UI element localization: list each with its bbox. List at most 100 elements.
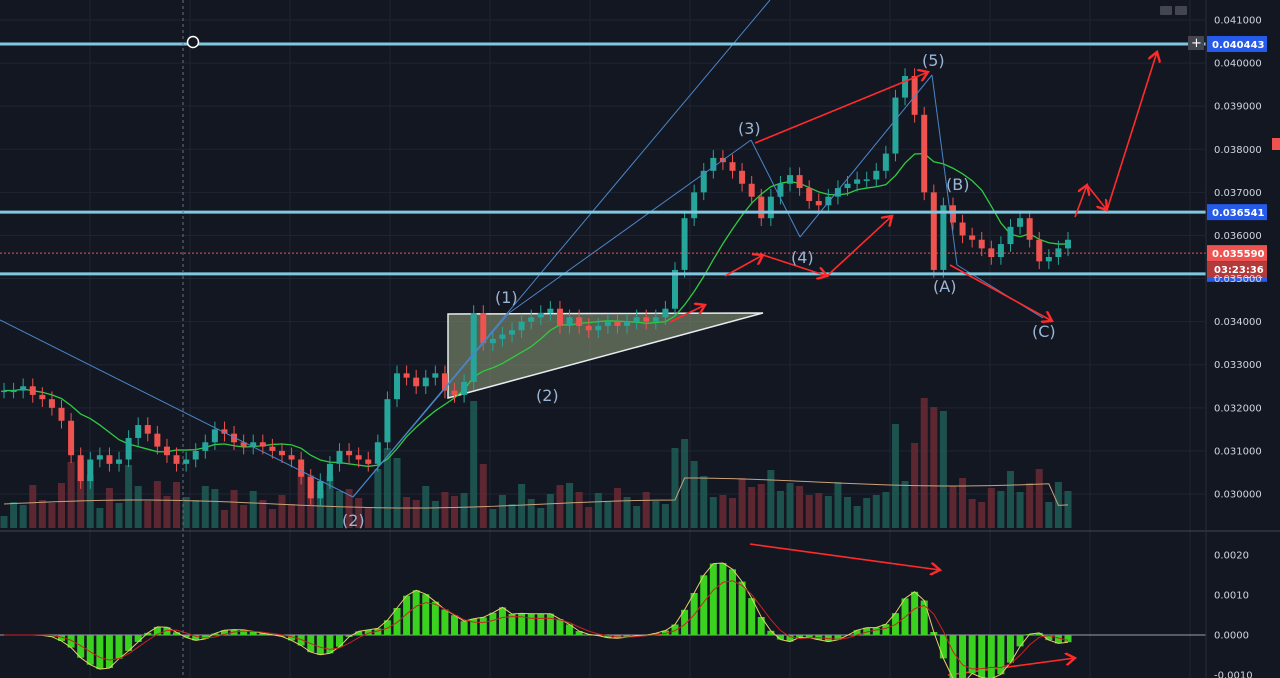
candle-body	[537, 313, 544, 318]
macd-histogram-bar	[1006, 635, 1014, 663]
candle-body	[461, 381, 468, 395]
wave-label: (B)	[946, 175, 969, 194]
candle-body	[192, 450, 199, 460]
macd-histogram-bar	[748, 598, 756, 635]
volume-bar	[920, 398, 928, 528]
volume-bar	[700, 476, 708, 528]
plus-icon: +	[1191, 36, 1202, 51]
macd-signal-line	[4, 580, 1069, 670]
candle-body	[710, 157, 717, 171]
candle-body	[844, 183, 851, 189]
red-arrow	[754, 72, 928, 144]
macd-histogram-bar	[77, 635, 85, 658]
volume-bar	[105, 488, 113, 528]
volume-bar	[719, 495, 727, 528]
macd-histogram-bar	[939, 635, 947, 659]
volume-bar	[508, 504, 516, 528]
macd-histogram-bar	[920, 600, 928, 635]
volume-bar	[891, 424, 899, 528]
macd-histogram-bar	[872, 627, 880, 635]
volume-bar	[987, 488, 995, 528]
volume-bar	[96, 508, 104, 528]
red-arrow	[826, 216, 892, 277]
volume-bar	[259, 500, 267, 528]
macd-histogram-bar	[556, 619, 564, 635]
candle-body	[326, 463, 333, 482]
candle-body	[269, 446, 276, 451]
candle-body	[441, 373, 448, 391]
macd-histogram-bar	[997, 635, 1005, 675]
visibility-icon[interactable]	[1160, 6, 1172, 15]
macd-histogram-bar	[834, 635, 842, 640]
volume-bar	[86, 475, 94, 528]
candle-body	[700, 170, 707, 193]
moving-averages	[4, 152, 1068, 468]
macd-histogram-bar	[949, 635, 957, 678]
candle-body	[384, 399, 391, 443]
macd-histogram-bar	[652, 633, 660, 635]
candle-body	[288, 455, 295, 460]
macd-histogram-bar	[681, 609, 689, 635]
candle-body	[969, 235, 976, 240]
candle-body	[949, 205, 956, 223]
candle-body	[307, 476, 314, 499]
macd-tick-label: 0.0000	[1214, 631, 1249, 642]
volume-bar	[29, 485, 37, 528]
candle-body	[518, 321, 525, 331]
macd-histogram-bar	[930, 632, 938, 635]
volume-bar	[422, 486, 430, 528]
candle-body	[173, 455, 180, 464]
volume-bar	[355, 498, 363, 528]
volume-bar	[882, 492, 890, 528]
candle-body	[566, 317, 573, 326]
volume-bar	[652, 501, 660, 528]
volume-bar	[767, 470, 775, 528]
macd-histogram-bar	[173, 632, 181, 635]
candle-body	[595, 325, 602, 331]
candle-body	[777, 183, 784, 197]
wave-label: (C)	[1032, 322, 1056, 341]
horizontal-levels[interactable]: 0.0404430.0365410.0351090.03559003:23:36…	[0, 36, 1267, 282]
macd-histogram-bar	[278, 635, 286, 637]
volume-bar	[125, 465, 133, 528]
macd-histogram-bar	[623, 635, 631, 638]
volume-bar	[0, 516, 8, 528]
volume-bar	[633, 506, 641, 528]
candle-body	[135, 425, 142, 438]
settings-icon[interactable]	[1175, 6, 1187, 15]
candle-body	[413, 377, 420, 387]
price-tick-label: 0.038000	[1214, 145, 1262, 156]
macd-histogram-bar	[153, 626, 161, 635]
volume-bar	[489, 509, 497, 528]
volume-bar	[1026, 483, 1034, 528]
volume-bar	[594, 493, 602, 528]
volume-bar	[288, 504, 296, 528]
price-tick-label: 0.034000	[1214, 317, 1262, 328]
macd-histogram-bar	[671, 624, 679, 635]
drawing-handle-icon[interactable]	[186, 35, 200, 49]
candle-body	[422, 377, 429, 387]
macd-histogram-bar	[767, 630, 775, 635]
toolbar-icons[interactable]	[1160, 0, 1190, 15]
candle-body	[29, 386, 36, 395]
candle-body	[691, 192, 698, 219]
macd-histogram-bar	[451, 615, 459, 635]
volume-bar	[796, 486, 804, 528]
volume-bar	[173, 482, 181, 528]
candle-body	[480, 313, 487, 344]
volume-bar	[10, 502, 18, 528]
candle-body	[68, 420, 75, 456]
macd-histogram-bar	[1035, 632, 1043, 635]
volume-bar	[738, 478, 746, 528]
candle-body	[278, 450, 285, 456]
volume-bar	[901, 481, 909, 528]
volume-bar	[144, 501, 152, 528]
candle-body	[365, 459, 372, 464]
candle-body	[997, 244, 1004, 257]
volume-bar	[537, 508, 545, 528]
macd-histogram-bar	[489, 612, 497, 635]
candle-body	[39, 394, 46, 400]
candle-body	[355, 455, 362, 460]
macd-histogram-bar	[412, 590, 420, 635]
